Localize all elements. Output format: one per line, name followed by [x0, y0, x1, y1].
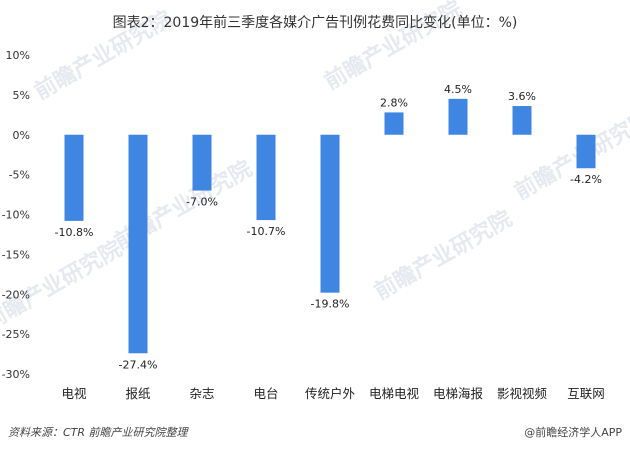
y-tick-label: 10% — [6, 49, 30, 62]
x-tick-label: 电梯电视 — [369, 386, 420, 401]
bar — [64, 134, 84, 221]
bar — [576, 134, 596, 169]
brand-credit: @前瞻经济学人APP — [524, 425, 622, 439]
y-tick-label: -20% — [2, 288, 30, 301]
bar — [256, 134, 276, 221]
x-tick-label: 电视 — [61, 386, 87, 401]
bar — [320, 134, 340, 293]
bar — [448, 98, 468, 135]
x-tick-label: 杂志 — [189, 386, 214, 401]
x-tick-label: 互联网 — [567, 386, 605, 401]
y-tick-label: 5% — [13, 89, 30, 102]
y-tick-label: 0% — [13, 129, 30, 142]
y-tick-label: -5% — [9, 169, 30, 182]
bar — [384, 112, 404, 135]
watermarks: 前瞻产业研究院 前瞻产业研究院前瞻产业研究院前瞻产业研究院前瞻产业研究院前瞻产业研… — [0, 0, 630, 335]
data-label: -27.4% — [119, 358, 158, 371]
y-axis: 10% 5% 0% -5% -10% -15% -20% -25% -30% — [2, 49, 30, 381]
x-tick-label: 影视视频 — [497, 386, 548, 401]
x-tick-label: 电梯海报 — [433, 386, 484, 401]
y-tick-label: -25% — [2, 328, 30, 341]
y-tick-label: -30% — [2, 368, 30, 381]
y-tick-label: -15% — [2, 248, 30, 261]
x-tick-label: 传统户外 — [305, 386, 356, 401]
bars — [64, 98, 596, 354]
bar — [128, 134, 148, 354]
data-label: 3.6% — [508, 90, 536, 103]
bar — [192, 134, 212, 191]
x-tick-label: 电台 — [253, 386, 278, 401]
data-label: -10.7% — [247, 225, 286, 238]
source-note: 资料来源：CTR 前瞻产业研究院整理 — [8, 426, 190, 439]
data-label: 2.8% — [380, 96, 408, 109]
x-axis: 电视 报纸 杂志 电台 传统户外 电梯电视 电梯海报 影视视频 互联网 — [61, 386, 604, 401]
data-label: -10.8% — [55, 226, 94, 239]
data-label: -7.0% — [186, 196, 218, 209]
chart-title: 图表2：2019年前三季度各媒介广告刊例花费同比变化(单位：%) — [113, 14, 518, 31]
y-tick-label: -10% — [2, 209, 30, 222]
data-label: -4.2% — [570, 173, 602, 186]
x-tick-label: 报纸 — [125, 386, 151, 401]
data-labels: -10.8% -27.4% -7.0% -10.7% -19.8% 2.8% 4.5% 3.6… — [55, 83, 602, 371]
bar — [512, 106, 532, 135]
data-label: -19.8% — [311, 298, 350, 311]
data-label: 4.5% — [444, 83, 472, 96]
watermark-text: 前瞻产业研究院 — [370, 206, 516, 306]
